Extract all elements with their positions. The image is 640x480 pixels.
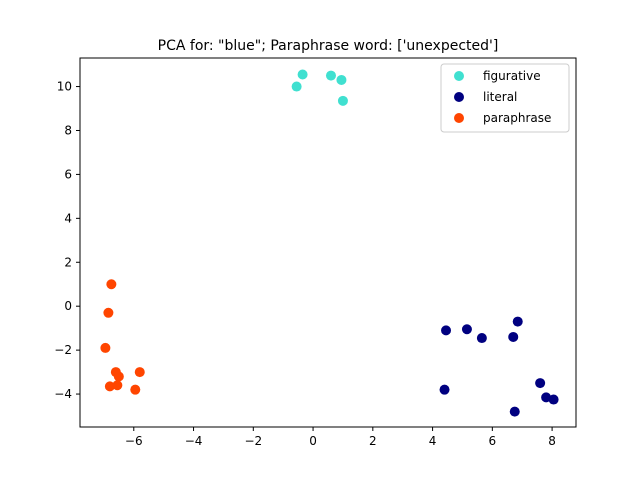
legend-box: [440, 63, 570, 133]
y-tick-label: −2: [54, 343, 72, 357]
data-point-literal: [441, 325, 452, 336]
axes: −6 −4 −2 0 2 4 6 8 −4 −2 0 2 4 6 8 10: [54, 57, 577, 448]
legend-marker-paraphrase: [454, 113, 464, 123]
y-tick-label: 4: [64, 211, 72, 225]
data-point-literal: [512, 316, 523, 327]
data-point-literal: [439, 384, 450, 395]
axes-frame: [79, 57, 577, 428]
data-point-paraphrase: [104, 381, 115, 392]
data-point-paraphrase: [103, 307, 114, 318]
data-point-paraphrase: [100, 342, 111, 353]
data-point-paraphrase: [112, 380, 123, 391]
data-point-figurative: [291, 81, 302, 92]
y-tick-label: 0: [64, 299, 72, 313]
data-point-paraphrase: [113, 371, 124, 382]
legend-label-literal: literal: [483, 90, 517, 104]
data-point-figurative: [337, 95, 348, 106]
data-point-literal: [461, 324, 472, 335]
legend-marker-figurative: [454, 71, 464, 81]
data-point-literal: [508, 331, 519, 342]
y-tick-label: 2: [64, 255, 72, 269]
y-tick-label: 10: [57, 80, 72, 94]
y-tick-label: 8: [64, 123, 72, 137]
data-point-figurative: [297, 69, 308, 80]
data-point-paraphrase: [106, 279, 117, 290]
data-point-figurative: [325, 70, 336, 81]
x-tick-label: 2: [369, 434, 377, 448]
data-point-literal: [509, 406, 520, 417]
data-point-literal: [548, 394, 559, 405]
x-tick-label: 8: [548, 434, 556, 448]
x-tick-label: 6: [489, 434, 497, 448]
x-tick-label: −2: [244, 434, 262, 448]
legend: figurative literal paraphrase: [440, 63, 570, 133]
data-point-literal: [476, 333, 487, 344]
y-tick-label: −4: [54, 387, 72, 401]
chart-title: PCA for: "blue"; Paraphrase word: ['unex…: [158, 38, 499, 54]
data-point-paraphrase: [134, 367, 145, 378]
legend-label-figurative: figurative: [483, 69, 541, 83]
y-tick-label: 6: [64, 167, 72, 181]
legend-marker-literal: [454, 92, 464, 102]
legend-label-paraphrase: paraphrase: [483, 111, 551, 125]
x-tick-label: −4: [185, 434, 203, 448]
plot-area: [100, 69, 559, 417]
x-tick-label: −6: [125, 434, 143, 448]
data-point-paraphrase: [130, 384, 141, 395]
x-tick-label: 4: [429, 434, 437, 448]
data-point-figurative: [336, 74, 347, 85]
data-point-literal: [535, 378, 546, 389]
x-tick-label: 0: [309, 434, 317, 448]
